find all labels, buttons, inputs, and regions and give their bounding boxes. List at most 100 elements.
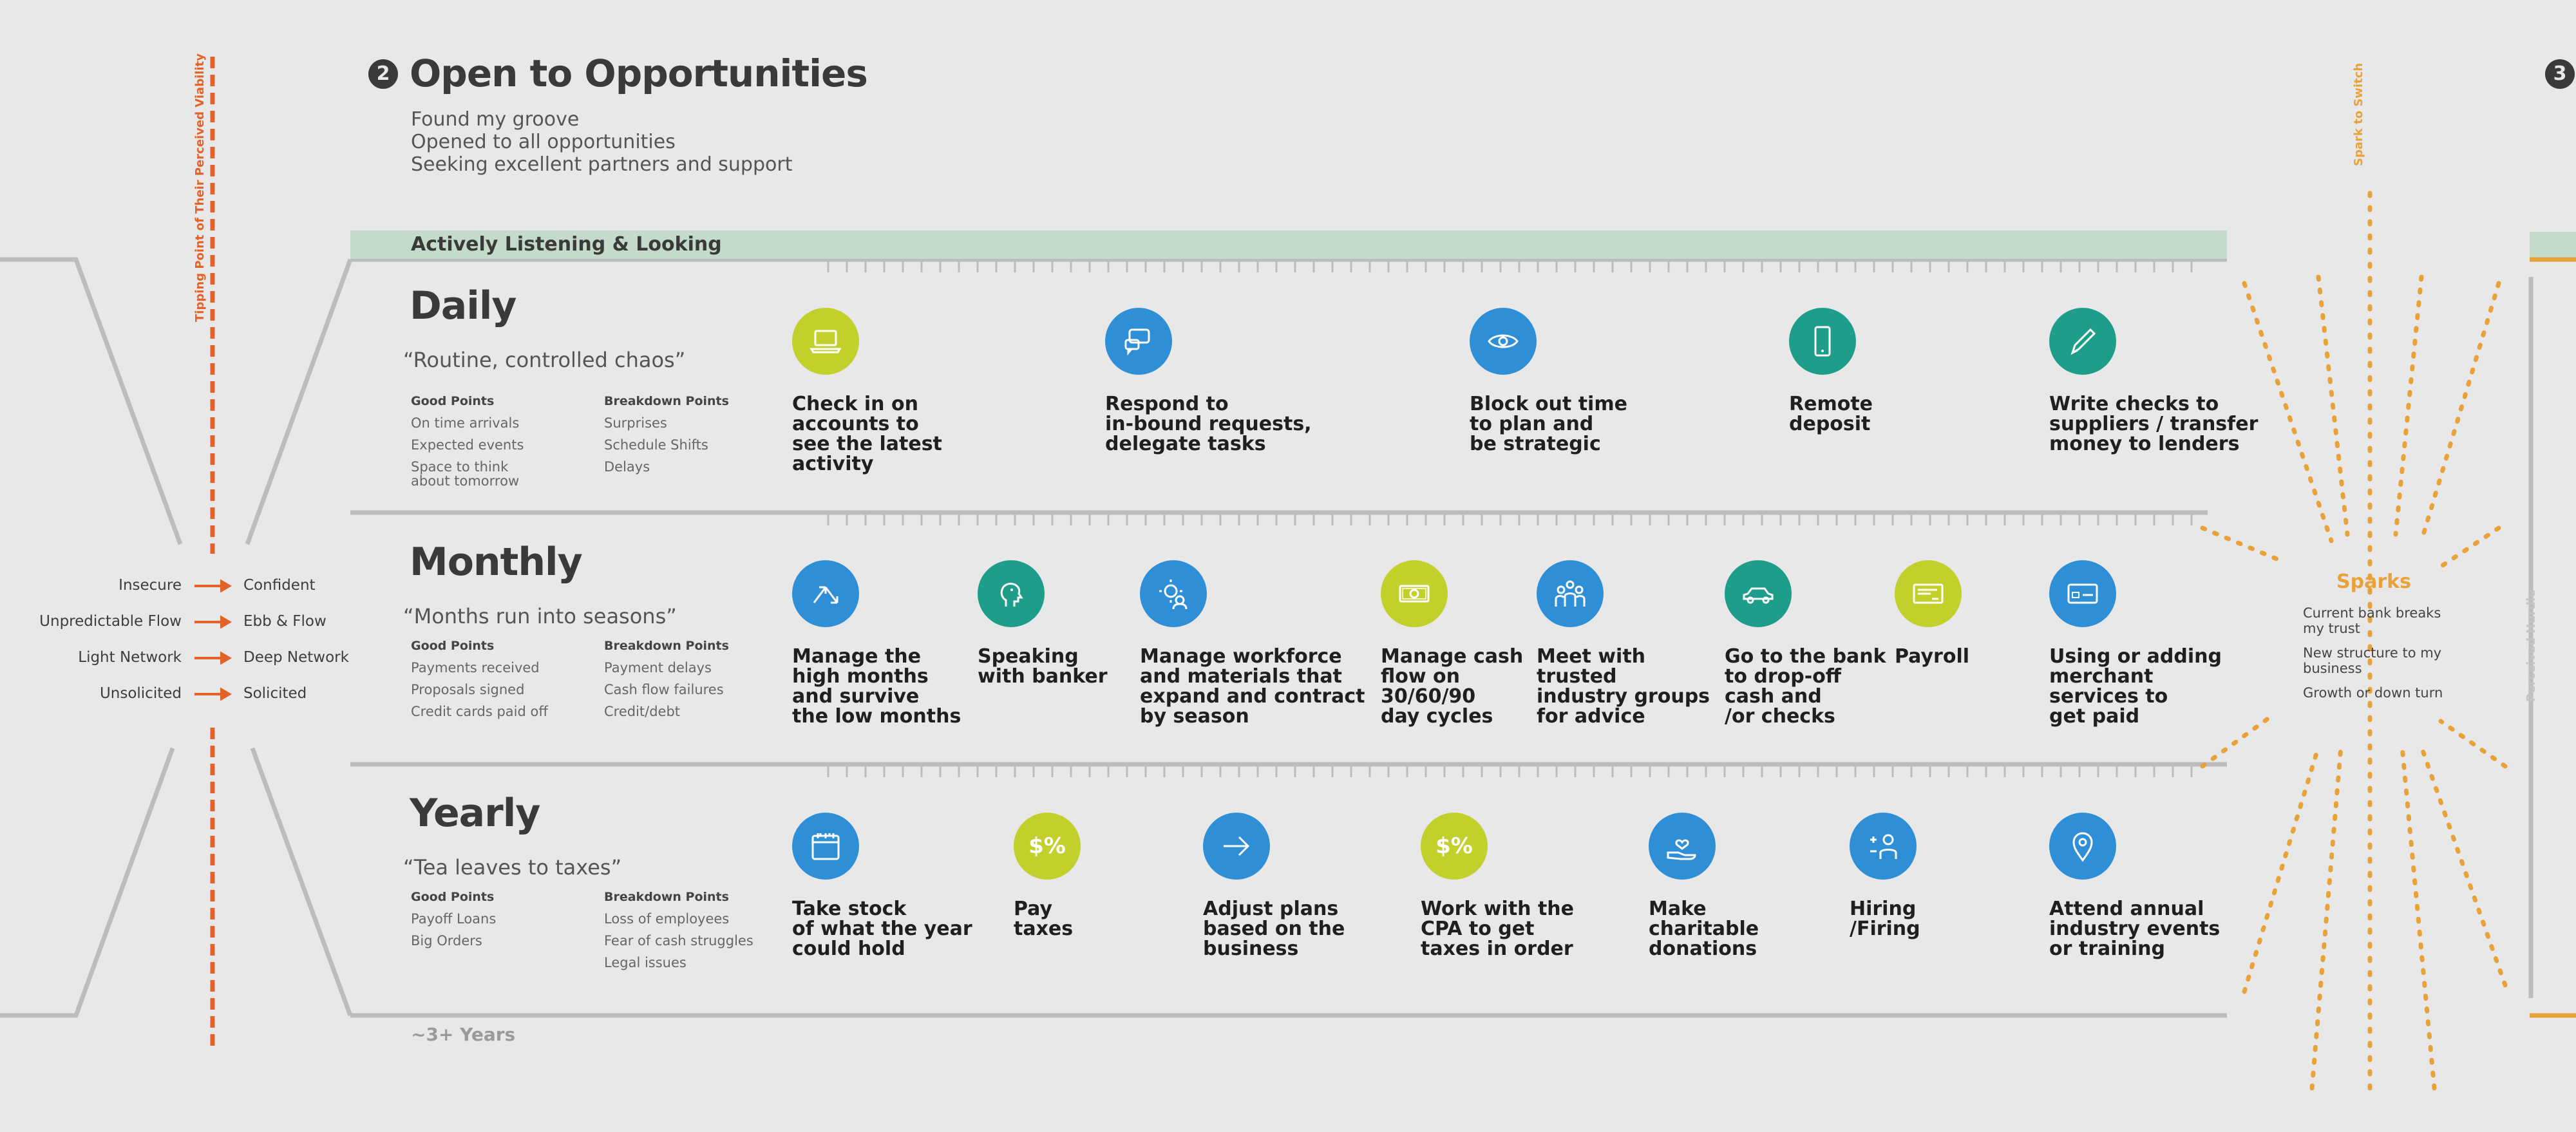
- laptop-icon: [792, 308, 859, 375]
- good-point: Space to think about tomorrow: [411, 459, 520, 489]
- activity-label: Speaking with banker: [978, 645, 1108, 688]
- listening-band-label: Actively Listening & Looking: [411, 233, 722, 256]
- location-pin-icon: [2049, 813, 2116, 880]
- activity-label: Work with the CPA to get taxes in order: [1421, 898, 1575, 960]
- icon-text: $%: [1028, 833, 1066, 859]
- stage-description: Found my groove Opened to all opportunit…: [411, 108, 792, 176]
- sparks-title: Sparks: [2336, 571, 2411, 593]
- activity-label: Adjust plans based on the business: [1203, 898, 1345, 960]
- breakdown-point: Loss of employees: [604, 911, 730, 927]
- transition-from: Unsolicited: [99, 685, 182, 702]
- step-badge: 2: [368, 59, 398, 89]
- spark-item: Current bank breaks my trust: [2303, 605, 2441, 636]
- activity-label: Payroll: [1895, 645, 1970, 668]
- spark-item: Growth or down turn: [2303, 685, 2443, 701]
- section-quote: “Months run into seasons”: [403, 604, 677, 628]
- activity-label: Using or adding merchant services to get…: [2049, 645, 2222, 728]
- activity-label: Pay taxes: [1014, 898, 1074, 940]
- duration-label: ~3+ Years: [411, 1024, 516, 1045]
- good-point: Payoff Loans: [411, 911, 497, 927]
- arrow-right-icon: [1203, 813, 1270, 880]
- activity-label: Remote deposit: [1789, 393, 1873, 435]
- breakdown-points-heading: Breakdown Points: [604, 394, 729, 408]
- transition-from: Unpredictable Flow: [39, 613, 182, 630]
- activity-label: Manage cash flow on 30/60/90 day cycles: [1381, 645, 1524, 728]
- transition-from: Insecure: [118, 577, 182, 594]
- transition-arrow-head: [220, 651, 232, 665]
- breakdown-point: Delays: [604, 459, 650, 475]
- transition-arrow-head: [220, 579, 232, 593]
- breakdown-point: Schedule Shifts: [604, 437, 708, 453]
- section-title: Daily: [410, 283, 517, 328]
- breakdown-point: Surprises: [604, 415, 667, 431]
- listening-band: [350, 231, 2227, 259]
- transition-to: Confident: [243, 577, 316, 594]
- eye-icon: [1470, 308, 1537, 375]
- spark-item: New structure to my business: [2303, 645, 2442, 676]
- transition-to: Ebb & Flow: [243, 613, 327, 630]
- stage-title: Open to Opportunities: [410, 52, 868, 95]
- worker-gear-icon: [1140, 560, 1207, 627]
- description-line: Seeking excellent partners and support: [411, 153, 793, 176]
- icon-text: $%: [1435, 833, 1473, 859]
- activity-label: Meet with trusted industry groups for ad…: [1537, 645, 1710, 728]
- sparks-list: Current bank breaks my trust New structu…: [2303, 605, 2490, 701]
- transition-to: Solicited: [243, 685, 307, 702]
- activity-label: Manage the high months and survive the l…: [792, 645, 961, 728]
- spark-to-switch-label: Spark to Switch: [2352, 62, 2365, 166]
- breakdown-point: Legal issues: [604, 955, 687, 970]
- activity-label: Attend annual industry events or trainin…: [2049, 898, 2221, 960]
- breakdown-point: Credit/debt: [604, 704, 681, 719]
- car-icon: [1725, 560, 1792, 627]
- activity-label: Hiring /Firing: [1850, 898, 1920, 940]
- up-down-arrows-icon: [792, 560, 859, 627]
- description-line: Found my groove: [411, 108, 580, 131]
- transition-arrow-head: [220, 687, 232, 701]
- heart-hand-icon: [1649, 813, 1716, 880]
- dollar-percent-icon: $%: [1014, 813, 1081, 880]
- activity-label: Check in on accounts to see the latest a…: [792, 393, 942, 475]
- section-title: Monthly: [410, 540, 583, 585]
- plus-minus-person-icon: [1850, 813, 1917, 880]
- transition-arrow-head: [220, 615, 232, 629]
- activity-label: Make charitable donations: [1649, 898, 1759, 960]
- good-points-heading: Good Points: [411, 639, 495, 653]
- transition-to: Deep Network: [243, 649, 349, 666]
- calendar-icon: [792, 813, 859, 880]
- section-quote: “Routine, controlled chaos”: [403, 348, 686, 372]
- good-point: Big Orders: [411, 933, 482, 948]
- good-point: Expected events: [411, 437, 524, 453]
- activity-label: Take stock of what the year could hold: [792, 898, 972, 960]
- next-step-badge: 3: [2545, 59, 2575, 89]
- activity-label: Block out time to plan and be strategic: [1470, 393, 1627, 455]
- cash-icon: [1381, 560, 1448, 627]
- good-points-heading: Good Points: [411, 890, 495, 904]
- description-line: Opened to all opportunities: [411, 131, 676, 153]
- activity-label: Respond to in-bound requests, delegate t…: [1105, 393, 1312, 455]
- good-point: Credit cards paid off: [411, 704, 548, 719]
- dollar-percent-icon: $%: [1421, 813, 1488, 880]
- pen-icon: [2049, 308, 2116, 375]
- activity-label: Write checks to suppliers / transfer mon…: [2049, 393, 2259, 455]
- good-points-heading: Good Points: [411, 394, 495, 408]
- good-point: On time arrivals: [411, 415, 520, 431]
- tipping-point-label: Tipping Point of Their Perceived Viabili…: [193, 53, 207, 322]
- activity-label: Manage workforce and materials that expa…: [1140, 645, 1365, 728]
- good-point: Payments received: [411, 660, 540, 675]
- breakdown-point: Cash flow failures: [604, 682, 724, 697]
- good-point: Proposals signed: [411, 682, 525, 697]
- breakdown-point: Fear of cash struggles: [604, 933, 753, 948]
- breakdown-points-heading: Breakdown Points: [604, 639, 729, 653]
- breakdown-points-heading: Breakdown Points: [604, 890, 729, 904]
- phone-icon: [1789, 308, 1856, 375]
- transition-from: Light Network: [78, 649, 182, 666]
- section-quote: “Tea leaves to taxes”: [403, 855, 622, 880]
- breakdown-point: Payment delays: [604, 660, 712, 675]
- head-speaking-icon: [978, 560, 1045, 627]
- chat-bubbles-icon: [1105, 308, 1172, 375]
- group-icon: [1537, 560, 1604, 627]
- perceived-hurdle-label: Perceived Hurdle: [2524, 589, 2538, 702]
- section-title: Yearly: [410, 791, 540, 836]
- check-card-icon: [1895, 560, 1962, 627]
